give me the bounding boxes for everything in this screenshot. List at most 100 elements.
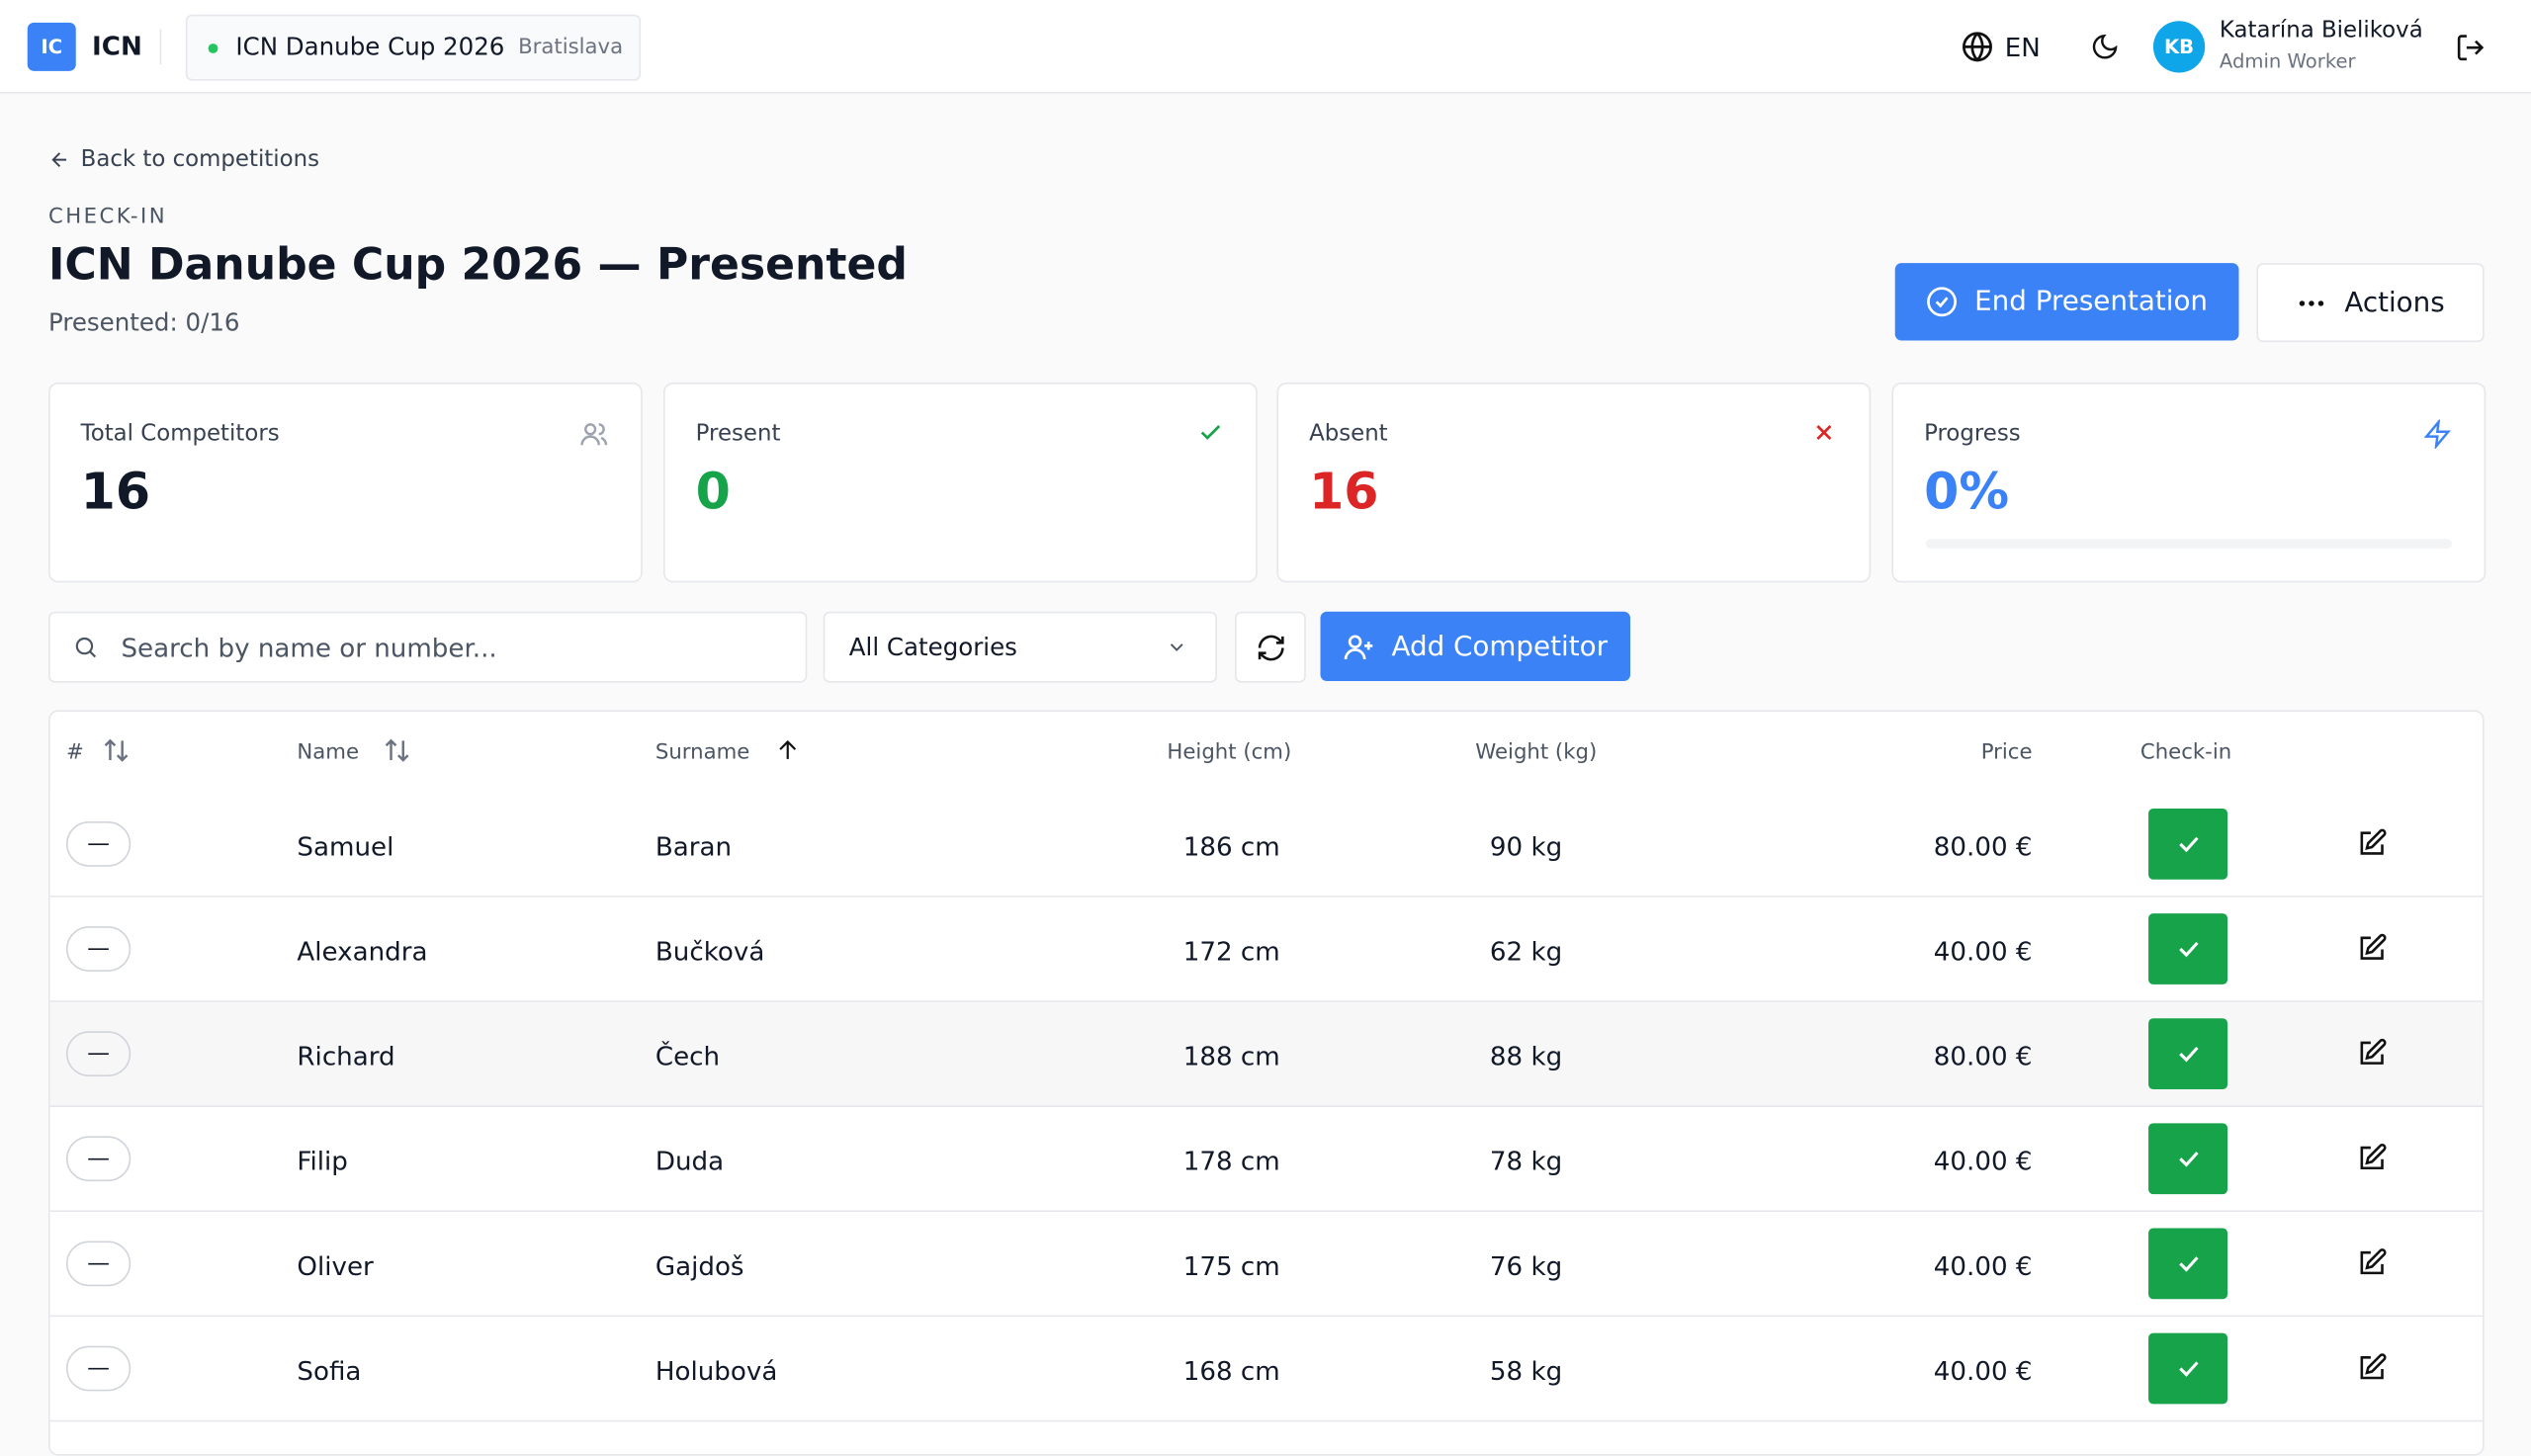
search-input[interactable]: Search by name or number... <box>47 611 808 683</box>
search-icon <box>75 637 97 658</box>
number-pill[interactable]: — <box>65 1031 131 1076</box>
stat-card: Total Competitors 16 <box>47 382 643 583</box>
sort-button[interactable] <box>775 737 801 763</box>
number-pill[interactable]: — <box>65 1241 131 1287</box>
weight-cell: 62 kg <box>1489 935 1563 967</box>
theme-toggle[interactable] <box>2090 33 2119 61</box>
column-header[interactable]: Surname <box>655 740 750 765</box>
stat-value: 16 <box>80 463 151 522</box>
check-icon <box>2178 836 2198 853</box>
logo[interactable]: IC <box>27 22 76 71</box>
surname-cell: Holubová <box>655 1355 778 1387</box>
check-in-button[interactable] <box>2148 1228 2228 1300</box>
event-city: Bratislava <box>518 35 624 60</box>
stat-value: 0 <box>695 463 731 522</box>
number-pill[interactable]: — <box>65 821 131 867</box>
back-text: Back to competitions <box>80 146 320 173</box>
eyebrow: CHECK-IN <box>47 205 168 229</box>
language[interactable]: EN <box>2004 32 2041 63</box>
edit-button[interactable] <box>2357 1247 2388 1278</box>
progress-track <box>1925 539 2452 550</box>
height-cell: 178 cm <box>1182 1146 1280 1177</box>
back-link[interactable]: Back to competitions <box>48 147 319 173</box>
column-header[interactable]: # <box>65 740 84 765</box>
height-cell: 168 cm <box>1182 1355 1280 1387</box>
event-pill[interactable]: ICN Danube Cup 2026 Bratislava <box>185 14 642 81</box>
check-icon <box>2178 941 2198 958</box>
sort-button[interactable] <box>383 735 411 764</box>
actions-button[interactable]: Actions <box>2256 263 2485 343</box>
weight-cell: 76 kg <box>1489 1250 1563 1282</box>
check-in-button[interactable] <box>2148 808 2228 880</box>
sort-asc-icon <box>779 739 797 759</box>
weight-cell: 78 kg <box>1489 1146 1563 1177</box>
category-select[interactable]: All Categories <box>823 611 1218 683</box>
number-pill[interactable]: — <box>65 1345 131 1392</box>
logout-icon[interactable] <box>2455 33 2486 63</box>
name-cell: Samuel <box>297 830 394 862</box>
height-cell: 172 cm <box>1182 935 1280 967</box>
column-header: Check-in <box>2139 740 2232 765</box>
surname-cell: Čech <box>655 1041 721 1072</box>
stat-icon <box>2423 419 2452 449</box>
brand[interactable]: ICN <box>92 31 142 62</box>
search-placeholder: Search by name or number... <box>121 632 497 664</box>
edit-button[interactable] <box>2357 1143 2388 1173</box>
price-cell: 40.00 € <box>1933 1355 2033 1387</box>
page-title: ICN Danube Cup 2026 — Presented <box>47 240 908 291</box>
name-cell: Oliver <box>297 1250 374 1282</box>
stat-card: Absent 16 <box>1276 382 1872 583</box>
button-text: Actions <box>2344 286 2445 319</box>
check-in-button[interactable] <box>2148 1018 2228 1090</box>
stat-label: Progress <box>1924 421 2021 448</box>
button-text: End Presentation <box>1974 285 2209 318</box>
name-cell: Alexandra <box>297 935 428 967</box>
end-presentation-button[interactable]: End Presentation <box>1894 263 2239 341</box>
column-header[interactable]: Name <box>297 740 360 765</box>
check-icon <box>2178 1046 2198 1063</box>
stat-label: Present <box>695 421 781 448</box>
refresh-button[interactable] <box>1234 611 1306 683</box>
add-competitor-button[interactable]: Add Competitor <box>1320 611 1630 681</box>
select-value: All Categories <box>848 632 1017 662</box>
refresh-icon <box>1257 634 1283 660</box>
status-dot <box>208 43 218 53</box>
check-icon <box>1200 425 1221 440</box>
top-bar: IC ICN ICN Danube Cup 2026 Bratislava EN… <box>0 0 2531 94</box>
column-header: Weight (kg) <box>1475 740 1598 765</box>
height-cell: 175 cm <box>1182 1250 1280 1282</box>
check-icon <box>2178 1256 2198 1272</box>
sort-button[interactable] <box>102 735 131 764</box>
check-in-button[interactable] <box>2148 913 2228 985</box>
x-icon <box>1816 425 1832 441</box>
check-in-button[interactable] <box>2148 1123 2228 1195</box>
edit-button[interactable] <box>2357 1352 2388 1383</box>
table-row: — Filip Duda 178 cm 78 kg 40.00 € <box>49 1106 2484 1213</box>
subtitle: Presented: 0/16 <box>47 307 240 338</box>
stat-card: Present 0 <box>663 382 1258 583</box>
edit-icon <box>2360 1144 2387 1170</box>
stat-value: 16 <box>1309 463 1379 522</box>
number-pill[interactable]: — <box>65 926 131 972</box>
sort-icon <box>385 738 409 762</box>
edit-button[interactable] <box>2357 1038 2388 1069</box>
globe-icon[interactable] <box>1962 31 1994 63</box>
check-in-button[interactable] <box>2148 1332 2228 1405</box>
check-icon <box>2178 1361 2198 1377</box>
stat-icon <box>1811 419 1837 445</box>
check-icon <box>2178 1152 2198 1167</box>
edit-icon <box>2360 933 2387 960</box>
name-cell: Richard <box>297 1041 395 1072</box>
button-text: Add Competitor <box>1391 630 1608 663</box>
avatar[interactable]: KB <box>2152 21 2206 73</box>
price-cell: 80.00 € <box>1933 1041 2033 1072</box>
sort-icon <box>104 738 129 762</box>
table-row: — Sofia Holubová 168 cm 58 kg 40.00 € <box>49 1317 2484 1422</box>
edit-button[interactable] <box>2357 828 2388 859</box>
column-header: Price <box>1980 740 2033 765</box>
dots-icon <box>2300 300 2324 305</box>
number-pill[interactable]: — <box>65 1136 131 1182</box>
edit-button[interactable] <box>2357 933 2388 964</box>
